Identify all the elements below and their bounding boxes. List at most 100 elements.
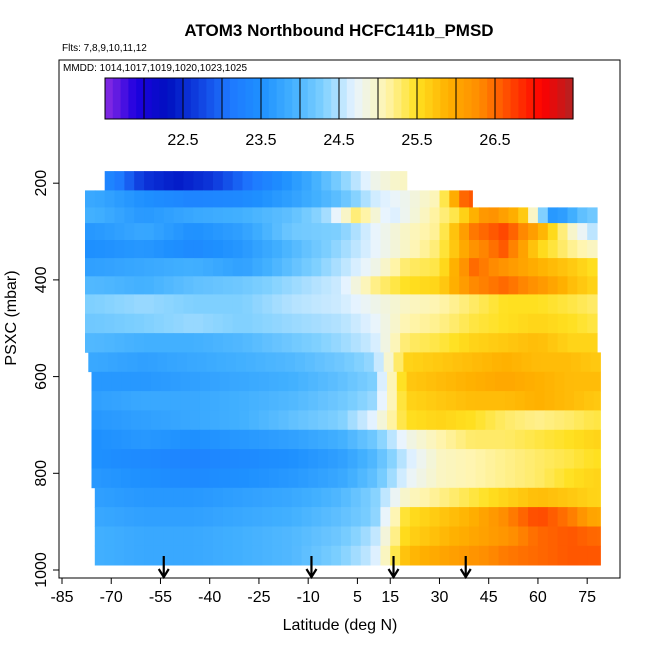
- heatmap-cell: [390, 507, 401, 527]
- heatmap-cell: [593, 371, 601, 392]
- heatmap-cell: [367, 391, 378, 411]
- y-tick-label: 1000: [33, 552, 50, 588]
- heatmap-cell: [144, 171, 155, 191]
- heatmap-cell: [518, 333, 529, 353]
- heatmap-cell: [485, 429, 496, 450]
- heatmap-cell: [528, 294, 539, 315]
- colorbar-segment: [105, 78, 114, 119]
- heatmap-cell: [577, 276, 588, 295]
- heatmap-cell: [272, 545, 283, 566]
- heatmap-cell: [587, 294, 598, 315]
- heatmap-cell: [390, 190, 401, 208]
- heatmap-cell: [564, 391, 575, 411]
- colorbar-segment: [198, 78, 207, 119]
- heatmap-cell: [488, 313, 500, 334]
- heatmap-cell: [380, 258, 391, 277]
- heatmap-cell: [524, 391, 536, 411]
- heatmap-cell: [429, 313, 440, 334]
- heatmap-cell: [124, 223, 135, 241]
- heatmap-cell: [252, 223, 263, 241]
- heatmap-cell: [311, 190, 322, 208]
- heatmap-cell: [528, 240, 539, 259]
- heatmap-cell: [416, 429, 427, 450]
- heatmap-cell: [587, 223, 598, 241]
- heatmap-cell: [318, 449, 329, 469]
- heatmap-cell: [350, 294, 362, 315]
- heatmap-cell: [347, 429, 358, 450]
- heatmap-cell: [173, 487, 184, 508]
- heatmap-cell: [262, 507, 273, 527]
- heatmap-cell: [436, 391, 447, 411]
- heatmap-cell: [291, 507, 303, 527]
- heatmap-cell: [508, 240, 519, 259]
- heatmap-cell: [537, 276, 549, 295]
- heatmap-cell: [518, 276, 529, 295]
- heatmap-cell: [104, 545, 116, 566]
- heatmap-cell: [406, 371, 417, 392]
- heatmap-cell: [488, 258, 500, 277]
- heatmap-row: [91, 410, 601, 431]
- heatmap-cell: [193, 240, 204, 259]
- heatmap-cell: [449, 223, 460, 241]
- heatmap-cell: [505, 429, 516, 450]
- heatmap-cell: [213, 313, 224, 334]
- heatmap-cell: [537, 545, 549, 566]
- heatmap-cell: [262, 190, 273, 208]
- heatmap-cell: [331, 171, 342, 191]
- heatmap-cell: [567, 333, 578, 353]
- heatmap-cell: [124, 526, 135, 547]
- heatmap-cell: [262, 526, 273, 547]
- heatmap-cell: [478, 258, 490, 277]
- heatmap-cell: [409, 526, 421, 547]
- heatmap-cell: [524, 449, 536, 469]
- heatmap-cell: [347, 468, 358, 489]
- heatmap-cell: [236, 352, 247, 373]
- heatmap-cell: [291, 190, 303, 208]
- heatmap-cell: [544, 371, 555, 392]
- heatmap-cell: [311, 276, 322, 295]
- heatmap-cell: [229, 468, 240, 489]
- heatmap-cell: [272, 487, 283, 508]
- heatmap-cell: [537, 240, 549, 259]
- heatmap-cell: [337, 410, 349, 431]
- heatmap-cell: [111, 429, 122, 450]
- heatmap-cell: [557, 487, 568, 508]
- heatmap-cell: [367, 468, 378, 489]
- heatmap-cell: [577, 223, 588, 241]
- heatmap-cell: [252, 171, 263, 191]
- heatmap-cell: [488, 294, 500, 315]
- heatmap-cell: [390, 333, 401, 353]
- heatmap-cell: [367, 371, 378, 392]
- heatmap-cell: [459, 526, 470, 547]
- heatmap-cell: [380, 313, 391, 334]
- heatmap-cell: [203, 313, 214, 334]
- heatmap-cell: [222, 313, 234, 334]
- heatmap-cell: [104, 258, 116, 277]
- heatmap-cell: [278, 468, 289, 489]
- colorbar-segment: [440, 78, 449, 119]
- heatmap-cell: [406, 391, 417, 411]
- heatmap-cell: [327, 429, 339, 450]
- heatmap-cell: [301, 313, 312, 334]
- heatmap-cell: [337, 468, 349, 489]
- heatmap-cell: [459, 258, 470, 277]
- heatmap-cell: [222, 294, 234, 315]
- heatmap-cell: [547, 313, 559, 334]
- heatmap-cell: [567, 294, 578, 315]
- heatmap-cell: [173, 294, 184, 315]
- heatmap-cell: [144, 487, 155, 508]
- heatmap-cell: [242, 223, 253, 241]
- heatmap-cell: [541, 352, 552, 373]
- heatmap-cell: [469, 207, 480, 224]
- heatmap-cell: [199, 391, 211, 411]
- heatmap-cell: [242, 190, 253, 208]
- heatmap-cell: [400, 487, 411, 508]
- heatmap-cell: [475, 371, 486, 392]
- heatmap-cell: [524, 468, 536, 489]
- heatmap-cell: [203, 487, 214, 508]
- heatmap-cell: [429, 487, 440, 508]
- colorbar-segment: [378, 78, 387, 119]
- heatmap-cell: [190, 410, 201, 431]
- heatmap-cell: [537, 207, 549, 224]
